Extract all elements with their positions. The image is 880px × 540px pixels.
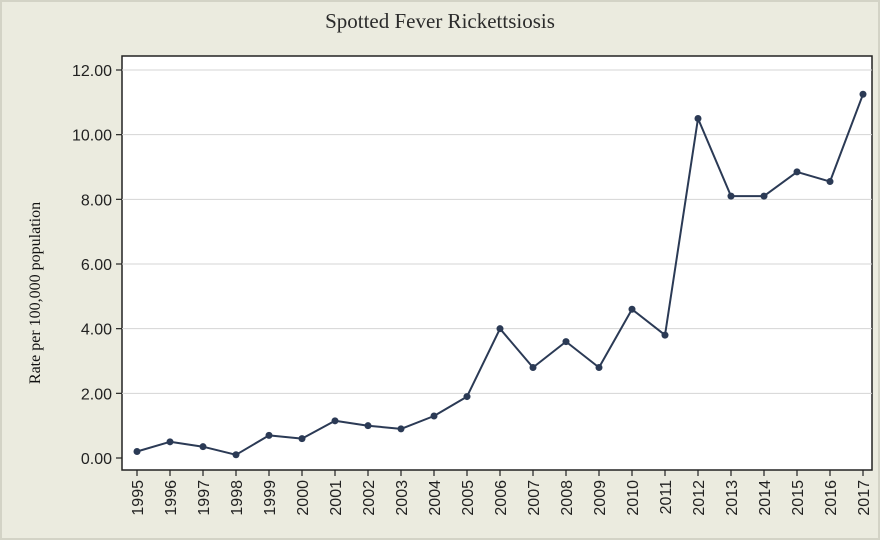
y-tick-label: 6.00 (81, 257, 112, 274)
data-point (727, 192, 735, 200)
x-tick-label: 2001 (328, 480, 345, 516)
data-point (628, 305, 636, 313)
data-point (232, 451, 240, 459)
x-tick-label: 1996 (163, 480, 180, 516)
data-point (496, 325, 504, 333)
data-point (859, 90, 867, 98)
series-points (133, 90, 867, 459)
x-tick-label: 2005 (460, 480, 477, 516)
x-tick-label: 2004 (427, 480, 444, 516)
chart-title: Spotted Fever Rickettsiosis (325, 9, 555, 33)
data-point (694, 115, 702, 122)
data-point (199, 443, 207, 451)
y-axis-label: Rate per 100,000 population (27, 202, 44, 384)
x-tick-label: 1999 (262, 480, 279, 516)
x-tick-label: 2012 (691, 480, 708, 516)
data-point (826, 178, 834, 186)
x-tick-label: 2008 (559, 480, 576, 516)
y-tick-label: 2.00 (81, 386, 112, 403)
data-point (463, 393, 471, 401)
x-tick-label: 2000 (295, 480, 312, 516)
y-tick-label: 12.00 (72, 63, 112, 80)
y-axis-ticks: 0.00 2.00 4.00 6.00 8.00 10.00 12.00 (72, 63, 122, 468)
data-point (562, 338, 570, 346)
x-tick-label: 2007 (526, 480, 543, 516)
x-tick-label: 2013 (724, 480, 741, 516)
x-tick-label: 2016 (823, 480, 840, 516)
data-point (397, 425, 405, 433)
y-tick-label: 0.00 (81, 451, 112, 468)
y-tick-label: 4.00 (81, 322, 112, 339)
data-point (133, 448, 141, 456)
data-point (364, 422, 372, 430)
data-point (595, 363, 603, 371)
x-tick-label: 2010 (625, 480, 642, 516)
data-point (331, 417, 339, 425)
data-point (430, 412, 438, 420)
data-point (529, 363, 537, 371)
data-point (298, 435, 306, 443)
data-point (793, 168, 801, 176)
data-point (265, 431, 273, 439)
y-tick-label: 10.00 (72, 128, 112, 145)
x-tick-label: 2011 (658, 480, 675, 515)
x-tick-label: 2014 (757, 480, 774, 516)
x-tick-label: 1998 (229, 480, 246, 516)
x-tick-label: 2009 (592, 480, 609, 516)
x-tick-label: 1997 (196, 480, 213, 516)
x-tick-label: 1995 (130, 480, 147, 516)
data-point (760, 192, 768, 200)
x-tick-label: 2002 (361, 480, 378, 516)
plot-area (121, 55, 873, 471)
x-tick-label: 2015 (790, 480, 807, 516)
y-tick-label: 8.00 (81, 192, 112, 209)
x-tick-label: 2017 (856, 480, 873, 516)
x-axis-ticks: 1995 1996 1997 1998 1999 2000 2001 2002 2003 2004… (130, 470, 873, 516)
x-tick-label: 2006 (493, 480, 510, 516)
data-point (166, 438, 174, 446)
data-point (661, 331, 669, 339)
x-tick-label: 2003 (394, 480, 411, 516)
